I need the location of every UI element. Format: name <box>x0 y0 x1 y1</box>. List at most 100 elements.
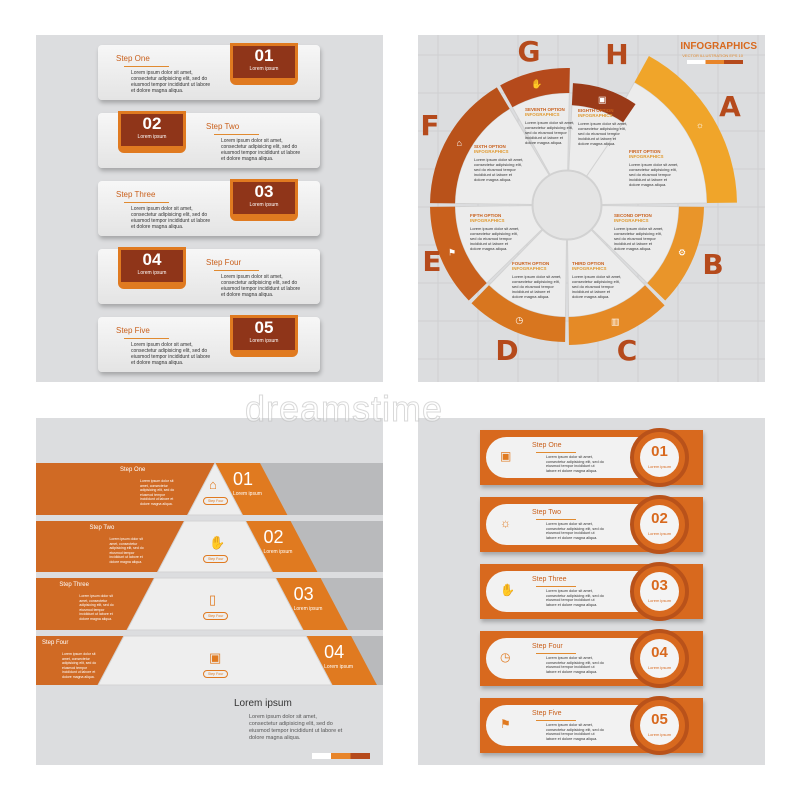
number-ring: 04 Lorem ipsum <box>630 629 689 688</box>
number-ring: 03 Lorem ipsum <box>630 562 689 621</box>
option-description: Lorem ipsum dolor sit amet, consectetur … <box>578 121 628 146</box>
pie-center <box>532 170 602 240</box>
number-ring: 01 Lorem ipsum <box>630 428 689 487</box>
step-badge: Step Four <box>203 497 229 505</box>
pie-segment-b <box>591 204 680 284</box>
pie-segment-c <box>566 229 646 318</box>
step-card: ◷ Step Four Lorem ipsum dolor sit amet, co… <box>480 629 703 688</box>
step-sublabel: Lorem ipsum <box>324 664 354 670</box>
step-label: Step One <box>532 442 562 449</box>
pie-ring-g <box>500 68 570 108</box>
right-orange-band <box>245 521 318 572</box>
option-label: EIGHTH OPTION INFOGRAPHICS Lorem ipsum dol… <box>578 108 628 146</box>
option-label: FIFTH OPTION INFOGRAPHICS Lorem ipsum dolo… <box>470 213 520 251</box>
presentation-icon: ⚑ <box>448 248 456 258</box>
segment-letter: F <box>420 109 440 142</box>
step-badge: Step Four <box>203 612 229 620</box>
step-sublabel: Lorem ipsum <box>249 66 279 72</box>
pie-ring-f <box>430 87 510 204</box>
presentation-icon: ⚑ <box>500 717 511 731</box>
number-ring: 02 Lorem ipsum <box>630 495 689 554</box>
option-subtitle: INFOGRAPHICS <box>614 218 649 223</box>
step-description: Lorem ipsum dolor sit amet, consectetur … <box>140 479 175 506</box>
clock-icon: ◷ <box>500 650 511 664</box>
option-description: Lorem ipsum dolor sit amet, consectetur … <box>614 226 664 251</box>
step-badge: Step Four <box>203 555 229 563</box>
step-label: Step Two <box>89 525 115 531</box>
left-orange-band <box>36 636 124 685</box>
segment-letter: D <box>495 334 519 367</box>
option-description: Lorem ipsum dolor sit amet, consectetur … <box>525 120 575 145</box>
panel-steps-cards: 01 Lorem ipsum Step One Lorem ipsum dolor s… <box>36 35 383 382</box>
divider <box>536 452 576 453</box>
option-subtitle: INFOGRAPHICS <box>470 218 505 223</box>
option-title: SECOND OPTION <box>614 213 652 218</box>
right-orange-band <box>215 463 288 515</box>
step-description: Lorem ipsum dolor sit amet, consectetur … <box>221 138 301 162</box>
hand-coin-icon: ✋ <box>500 583 515 597</box>
option-subtitle: INFOGRAPHICS <box>629 154 664 159</box>
option-description: Lorem ipsum dolor sit amet, consectetur … <box>572 274 622 299</box>
step-number: 04 <box>651 644 668 661</box>
step-description: Lorem ipsum dolor sit amet, consectetur … <box>546 723 604 741</box>
step-label: Step Two <box>532 509 562 516</box>
pyramid-tier <box>126 577 304 631</box>
segment-letter: H <box>605 38 629 71</box>
home-icon: ⌂ <box>456 138 461 148</box>
pie-ring-c <box>568 285 665 345</box>
step-sublabel: Lorem ipsum <box>647 464 672 469</box>
left-orange-band <box>36 578 155 630</box>
step-sublabel: Lorem ipsum <box>233 491 262 497</box>
step-label: Step Five <box>116 326 150 335</box>
step-label: Step Five <box>532 710 562 717</box>
divider <box>124 202 169 203</box>
lightbulb-icon: ☼ <box>500 516 511 530</box>
option-label: SECOND OPTION INFOGRAPHICS Lorem ipsum dol… <box>614 213 664 251</box>
infographics-subtitle: VECTOR ILLUSTRATION EPS 10 <box>682 53 743 58</box>
step-number: 04 <box>324 642 345 662</box>
step-number: 02 <box>263 527 284 547</box>
step-label: Step One <box>120 467 146 473</box>
step-label: Step Three <box>532 576 567 583</box>
step-label: Step Three <box>116 190 156 199</box>
pie-ring-h <box>571 83 636 123</box>
pie-ring-e <box>430 206 487 301</box>
money-icon: ▣ <box>500 449 512 463</box>
pyramid-heading: Lorem ipsum <box>234 698 292 709</box>
phone-chat-icon: ▯ <box>209 592 217 607</box>
option-label: FOURTH OPTION INFOGRAPHICS Lorem ipsum dol… <box>512 261 562 299</box>
step-label: Step Two <box>206 122 240 131</box>
hand-coin-icon: ✋ <box>209 535 226 550</box>
option-title: THIRD OPTION <box>572 261 605 266</box>
step-sublabel: Lorem ipsum <box>647 598 672 603</box>
right-orange-band <box>275 578 348 630</box>
color-swatch-bar <box>687 60 743 64</box>
step-sublabel: Lorem ipsum <box>249 202 279 208</box>
hand-coin-icon: ✋ <box>531 78 542 89</box>
left-orange-band <box>36 463 215 515</box>
divider <box>536 720 576 721</box>
step-number: 03 <box>254 182 274 201</box>
step-number-box: 04 Lorem ipsum <box>118 247 186 289</box>
step-badge: Step Four <box>203 670 229 678</box>
money-icon: ▣ <box>598 95 607 105</box>
step-number-box: 01 Lorem ipsum <box>230 43 298 85</box>
pyramid-tier <box>97 635 333 686</box>
clock-icon: ◷ <box>515 315 523 325</box>
option-title: SEVENTH OPTION <box>525 107 565 112</box>
panel-pyramid: Lorem ipsum Lorem ipsum dolor sit amet, … <box>36 418 383 765</box>
divider <box>124 338 169 339</box>
step-sublabel: Lorem ipsum <box>293 606 323 612</box>
step-card: 03 Lorem ipsum Step Three Lorem ipsum dolor… <box>98 179 320 236</box>
option-label: FIRST OPTION INFOGRAPHICS Lorem ipsum dolo… <box>629 149 679 187</box>
pie-ring-a <box>634 56 737 204</box>
pie-segment-a <box>583 81 708 206</box>
step-sublabel: Lorem ipsum <box>647 665 672 670</box>
step-number: 01 <box>233 469 254 489</box>
step-number-box: 03 Lorem ipsum <box>230 179 298 221</box>
step-description: Lorem ipsum dolor sit amet, consectetur … <box>131 342 211 366</box>
step-number-box: 02 Lorem ipsum <box>118 111 186 153</box>
money-icon: ▣ <box>209 650 222 665</box>
option-description: Lorem ipsum dolor sit amet, consectetur … <box>629 162 679 187</box>
divider <box>536 586 576 587</box>
